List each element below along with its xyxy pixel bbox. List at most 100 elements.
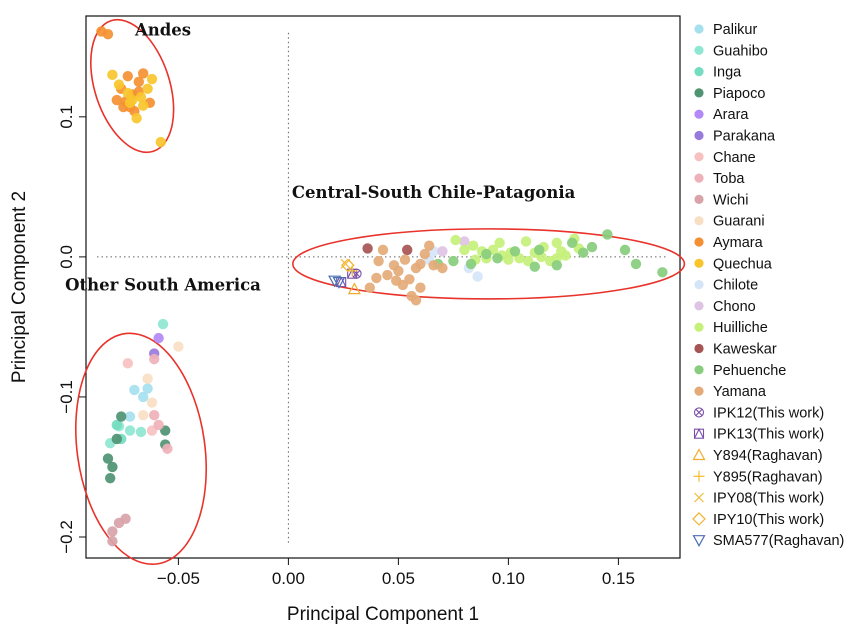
data-point-palikur xyxy=(124,411,136,422)
data-point-kaweskar xyxy=(402,244,413,256)
data-point-aymara xyxy=(133,76,144,88)
data-point-yamana xyxy=(424,240,435,251)
series-chono xyxy=(437,236,470,257)
legend-item-guahibo: Guahibo xyxy=(694,43,768,59)
data-point-aymara xyxy=(138,68,149,79)
legend-label: Quechua xyxy=(713,256,773,272)
series-guarani xyxy=(138,341,184,421)
x-tick-label: 0.00 xyxy=(272,569,305,588)
annotation-other-south-america: Other South America xyxy=(65,276,261,295)
series-toba xyxy=(149,353,173,454)
legend-label: Y894(Raghavan) xyxy=(713,448,823,464)
y-tick-label: −0.2 xyxy=(57,520,76,554)
data-point-huilliche xyxy=(494,237,505,249)
data-point-huilliche xyxy=(459,244,470,256)
data-point-palikur xyxy=(142,383,153,394)
legend-label: Guarani xyxy=(713,214,765,230)
data-point-yamana xyxy=(373,255,384,267)
data-point-yamana xyxy=(382,269,393,281)
data-point-pehuenche xyxy=(448,255,459,267)
legend-item-huilliche: Huilliche xyxy=(694,320,768,336)
data-point-pehuenche xyxy=(534,244,545,256)
data-point-pehuenche xyxy=(465,258,477,270)
x-tick-label: −0.05 xyxy=(157,569,200,588)
data-point-huilliche xyxy=(468,240,479,251)
legend-label: Palikur xyxy=(713,22,757,38)
data-point-pehuenche xyxy=(509,246,521,257)
data-point-quechua xyxy=(113,79,125,90)
series-pehuenche xyxy=(432,229,668,278)
data-point-chane xyxy=(122,358,133,369)
legend-marker-y895 xyxy=(693,470,705,482)
legend-label: Arara xyxy=(713,107,749,123)
legend-item-guarani: Guarani xyxy=(694,214,765,230)
legend-item-sma577: SMA577(Raghavan) xyxy=(692,533,844,549)
data-point-sma577 xyxy=(328,275,342,288)
y-tick-label: 0.1 xyxy=(57,105,76,129)
data-point-guarani xyxy=(173,341,184,352)
x-tick-label: 0.05 xyxy=(382,569,415,588)
data-point-pehuenche xyxy=(492,253,503,264)
axes: −0.05 0.00 0.05 0.10 0.15 −0.2 −0.1 0.0 0.1 xyxy=(57,105,635,588)
data-point-yamana xyxy=(393,265,404,277)
legend: Palikur Guahibo Inga Piapoco Arara Parakana Ch… xyxy=(692,22,844,549)
data-point-guarani xyxy=(146,397,158,408)
legend-item-kaweskar: Kaweskar xyxy=(694,342,777,358)
data-point-pehuenche xyxy=(657,267,668,278)
legend-label: Chilote xyxy=(713,278,758,294)
data-point-palikur xyxy=(138,391,149,403)
data-point-chilote xyxy=(472,271,483,282)
data-point-yamana xyxy=(364,282,375,293)
series-arara xyxy=(153,332,164,344)
data-point-yamana xyxy=(399,254,411,265)
legend-label: Piapoco xyxy=(713,86,765,102)
data-point-palikur xyxy=(129,384,140,396)
legend-item-ipy10: IPY10(This work) xyxy=(692,512,824,528)
data-point-pehuenche xyxy=(602,229,613,240)
legend-item-inga: Inga xyxy=(694,65,742,81)
data-point-inga xyxy=(111,419,123,431)
legend-label: Y895(Raghavan) xyxy=(713,469,823,485)
legend-item-aymara: Aymara xyxy=(694,235,764,251)
data-point-aymara xyxy=(102,29,114,40)
y-tick-label: −0.1 xyxy=(57,380,76,414)
legend-marker-ipk12 xyxy=(693,407,705,418)
legend-label: Huilliche xyxy=(713,320,768,336)
data-point-quechua xyxy=(155,136,166,148)
legend-item-toba: Toba xyxy=(694,171,745,187)
data-point-piapoco xyxy=(111,433,123,445)
legend-label: Guahibo xyxy=(713,43,768,59)
annotation-andes: Andes xyxy=(134,21,191,40)
data-point-pehuenche xyxy=(619,244,631,256)
data-point-yamana xyxy=(415,258,426,270)
data-point-huilliche xyxy=(450,234,461,246)
series-yamana xyxy=(364,240,448,306)
data-point-pehuenche xyxy=(567,237,578,249)
legend-label: Aymara xyxy=(713,235,764,251)
legend-label: Chane xyxy=(713,150,756,166)
data-point-toba xyxy=(153,419,164,431)
data-point-toba xyxy=(149,353,160,365)
data-point-quechua xyxy=(131,113,142,124)
data-point-piapoco xyxy=(102,453,114,464)
cluster-ellipse-other-south-america xyxy=(74,332,208,566)
series-wichi xyxy=(107,513,131,547)
legend-item-piapoco: Piapoco xyxy=(694,86,765,102)
data-point-piapoco xyxy=(105,472,116,484)
annotation-central-south-chile-patagonia: Central-South Chile-Patagonia xyxy=(292,183,576,202)
legend-item-ipk13: IPK13(This work) xyxy=(693,427,824,443)
legend-item-quechua: Quechua xyxy=(694,256,773,272)
data-point-toba xyxy=(162,443,173,454)
data-point-yamana xyxy=(437,262,448,274)
data-point-yamana xyxy=(415,282,426,293)
series-ipy10 xyxy=(340,258,355,273)
y-tick-label: 0.0 xyxy=(57,245,76,269)
data-point-pehuenche xyxy=(586,241,598,253)
data-point-pehuenche xyxy=(630,258,642,270)
legend-item-y895: Y895(Raghavan) xyxy=(693,469,823,485)
data-point-yamana xyxy=(377,244,389,256)
legend-marker-sma577 xyxy=(692,535,706,547)
data-point-huilliche xyxy=(551,237,562,249)
x-tick-label: 0.10 xyxy=(492,569,525,588)
data-point-quechua xyxy=(142,83,153,95)
